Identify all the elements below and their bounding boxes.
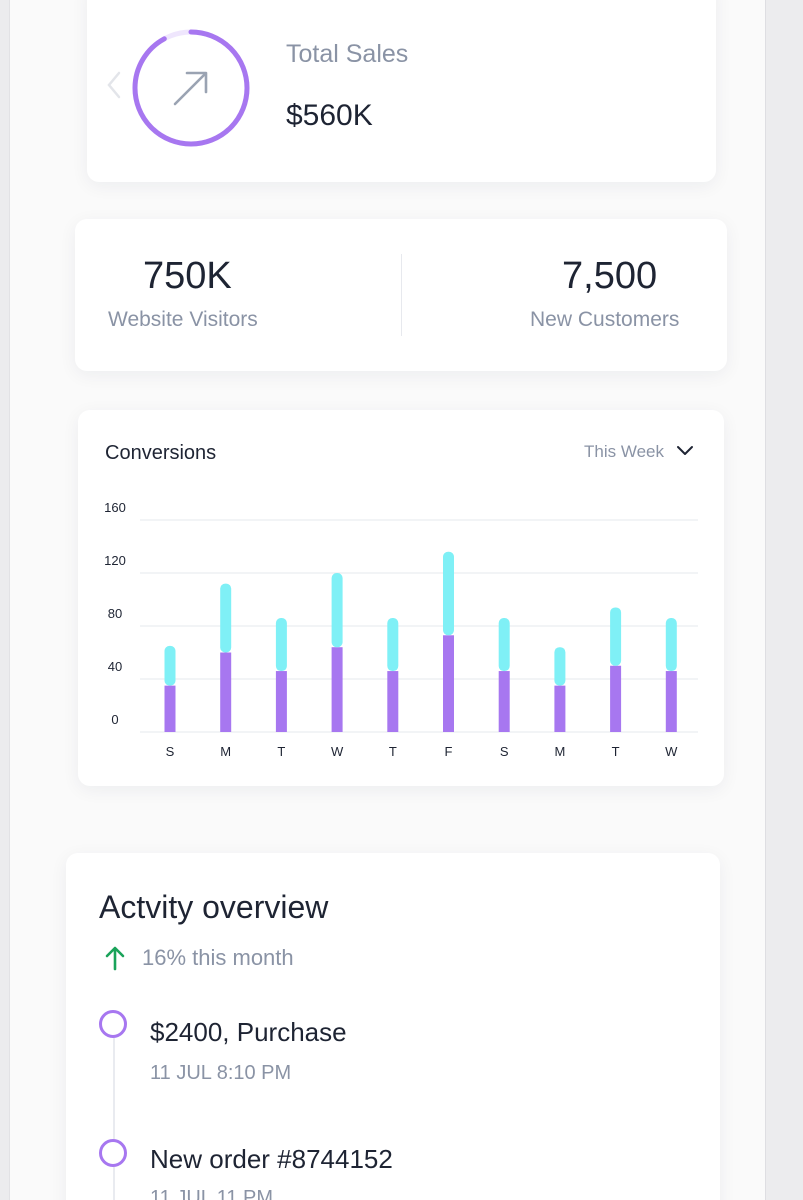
- bar-top[interactable]: [275, 618, 287, 672]
- bar-top[interactable]: [443, 551, 454, 636]
- total-sales-value: $560K: [286, 99, 373, 132]
- visitors-label: Website Visitors: [108, 308, 258, 331]
- x-tick-label: S: [500, 744, 509, 759]
- device-frame-left: [0, 0, 10, 1200]
- range-select[interactable]: This Week: [584, 442, 664, 461]
- stats-divider: [401, 254, 402, 336]
- x-tick-label: T: [389, 744, 397, 759]
- activity-card: Actvity overview 16% this month $2400, P…: [66, 853, 720, 1200]
- bar-base[interactable]: [331, 647, 343, 732]
- y-tick-label: 0: [111, 712, 118, 727]
- customers-label: New Customers: [530, 308, 680, 331]
- x-tick-label: M: [220, 744, 231, 759]
- timeline-dot: [99, 1010, 127, 1038]
- bar-top[interactable]: [387, 618, 399, 672]
- timeline-item-time: 11 JUL 11 PM: [150, 1187, 274, 1200]
- x-tick-label: W: [665, 744, 678, 759]
- bar-top[interactable]: [554, 647, 566, 686]
- sales-progress-ring: [132, 29, 250, 147]
- y-tick-label: 160: [104, 500, 126, 515]
- stats-card: 750K Website Visitors 7,500 New Customer…: [75, 219, 727, 371]
- conversions-chart: 0 40 80 120 160 S M T W T F S M T W: [104, 500, 698, 759]
- bar-base[interactable]: [164, 685, 176, 732]
- bar-base[interactable]: [498, 671, 510, 732]
- app-screen: Total Sales $560K 750K Website Visitors …: [10, 0, 765, 1200]
- bar-top[interactable]: [164, 645, 176, 686]
- visitors-value: 750K: [143, 255, 232, 297]
- bar-top[interactable]: [665, 618, 677, 672]
- conversions-title: Conversions: [105, 442, 217, 464]
- x-tick-label: F: [445, 744, 453, 759]
- chevron-down-icon[interactable]: [675, 443, 695, 459]
- bar-top[interactable]: [610, 607, 622, 666]
- x-tick-label: W: [331, 744, 344, 759]
- bar-base[interactable]: [275, 671, 287, 732]
- customers-value: 7,500: [562, 255, 658, 297]
- bar-base[interactable]: [665, 671, 677, 732]
- bar-base[interactable]: [554, 685, 566, 732]
- x-tick-label: S: [166, 744, 175, 759]
- timeline-item-title[interactable]: New order #8744152: [150, 1144, 393, 1174]
- y-tick-label: 40: [108, 659, 122, 674]
- total-sales-label: Total Sales: [286, 40, 409, 68]
- bar-top[interactable]: [220, 583, 232, 653]
- bar-top[interactable]: [331, 573, 343, 648]
- conversions-card: Conversions This Week 0 40 80 120 160 S M T W T F S…: [78, 410, 724, 786]
- timeline-item-title[interactable]: $2400, Purchase: [150, 1017, 347, 1047]
- bar-base[interactable]: [220, 652, 232, 733]
- bar-base[interactable]: [443, 635, 454, 732]
- y-tick-label: 80: [108, 606, 122, 621]
- y-tick-label: 120: [104, 553, 126, 568]
- arrow-up-icon: [105, 946, 125, 971]
- timeline-line: [113, 1037, 115, 1200]
- bar-base[interactable]: [610, 665, 622, 732]
- x-tick-label: T: [612, 744, 620, 759]
- chevron-left-icon[interactable]: [105, 70, 123, 100]
- x-tick-label: T: [277, 744, 285, 759]
- bar-base[interactable]: [387, 671, 399, 732]
- timeline-dot: [99, 1139, 127, 1167]
- timeline-item-time: 11 JUL 8:10 PM: [150, 1062, 292, 1084]
- device-frame-right: [765, 0, 803, 1200]
- bar-top[interactable]: [498, 618, 510, 672]
- activity-trend: 16% this month: [142, 945, 294, 970]
- x-tick-label: M: [554, 744, 565, 759]
- activity-title: Actvity overview: [99, 889, 329, 925]
- arrow-up-right-icon: [173, 71, 208, 106]
